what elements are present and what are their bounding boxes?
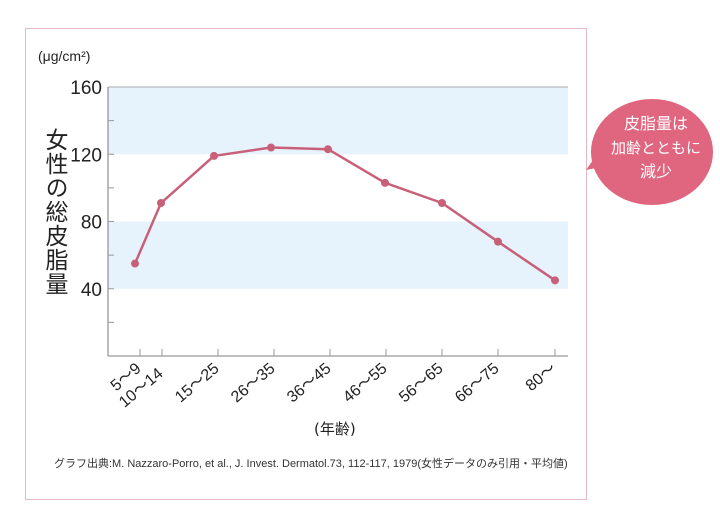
grid-band — [108, 87, 568, 155]
x-tick-label: 80〜 — [523, 360, 560, 395]
data-point — [381, 178, 389, 187]
data-point — [551, 276, 559, 285]
callout-line: 減少 — [639, 162, 672, 181]
x-tick-label: 36〜45 — [284, 360, 335, 406]
data-point — [210, 151, 218, 160]
y-unit-label: (μg/cm²) — [38, 48, 91, 64]
y-axis-title: 女性の総皮脂量 — [41, 128, 67, 296]
y-tick-label: 160 — [70, 78, 102, 99]
x-axis-title: (年齢) — [314, 420, 356, 438]
data-point — [324, 145, 332, 154]
x-tick-label: 56〜65 — [396, 360, 447, 406]
x-tick-label: 26〜35 — [228, 360, 279, 406]
y-tick-label: 120 — [70, 145, 102, 166]
y-tick-label: 80 — [81, 213, 102, 234]
data-point — [131, 259, 139, 268]
callout-line: 皮脂量は — [623, 114, 688, 133]
x-tick-label: 46〜55 — [340, 360, 391, 406]
x-tick-label: 66〜75 — [452, 360, 503, 406]
grid-band — [108, 221, 568, 289]
y-tick-label: 40 — [81, 280, 102, 301]
chart-frame — [25, 28, 587, 500]
callout-tail — [586, 150, 606, 170]
data-point — [438, 199, 446, 208]
callout-bubble — [591, 99, 713, 205]
source-citation: グラフ出典:M. Nazzaro-Porro, et al., J. Inves… — [54, 458, 568, 470]
x-tick-label: 15〜25 — [172, 360, 223, 406]
data-point — [267, 143, 275, 152]
callout-text: 皮脂量は 加齢とともに 減少 — [596, 112, 716, 184]
callout-line: 加齢とともに — [610, 139, 701, 157]
data-point — [157, 199, 165, 208]
data-point — [494, 237, 502, 246]
